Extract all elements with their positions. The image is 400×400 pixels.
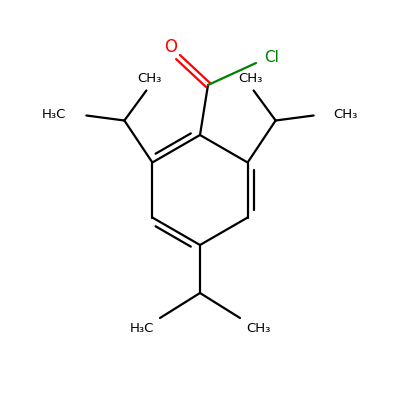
Text: CH₃: CH₃ [246, 322, 270, 334]
Text: Cl: Cl [264, 50, 280, 66]
Text: O: O [164, 38, 178, 56]
Text: H₃C: H₃C [42, 108, 66, 121]
Text: H₃C: H₃C [130, 322, 154, 334]
Text: CH₃: CH₃ [334, 108, 358, 121]
Text: CH₃: CH₃ [238, 72, 263, 85]
Text: CH₃: CH₃ [137, 72, 162, 85]
